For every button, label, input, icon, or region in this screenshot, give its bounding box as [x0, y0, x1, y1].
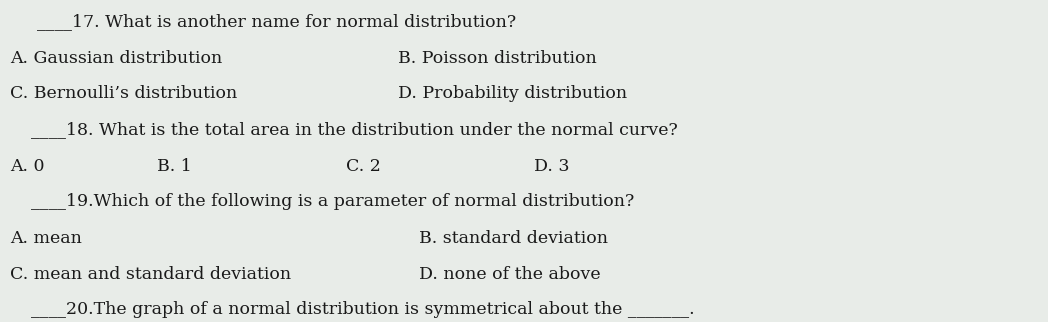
Text: ____20.The graph of a normal distribution is symmetrical about the _______.: ____20.The graph of a normal distributio… [31, 301, 695, 318]
Text: D. 3: D. 3 [534, 158, 570, 175]
Text: C. Bernoulli’s distribution: C. Bernoulli’s distribution [10, 85, 238, 102]
Text: D. Probability distribution: D. Probability distribution [398, 85, 628, 102]
Text: B. 1: B. 1 [157, 158, 192, 175]
Text: C. mean and standard deviation: C. mean and standard deviation [10, 266, 291, 283]
Text: C. 2: C. 2 [346, 158, 380, 175]
Text: A. mean: A. mean [10, 230, 83, 247]
Text: B. standard deviation: B. standard deviation [419, 230, 608, 247]
Text: ____18. What is the total area in the distribution under the normal curve?: ____18. What is the total area in the di… [31, 121, 678, 138]
Text: ____19.Which of the following is a parameter of normal distribution?: ____19.Which of the following is a param… [31, 193, 635, 210]
Text: D. none of the above: D. none of the above [419, 266, 601, 283]
Text: ____17. What is another name for normal distribution?: ____17. What is another name for normal … [37, 13, 516, 30]
Text: A. 0: A. 0 [10, 158, 45, 175]
Text: A. Gaussian distribution: A. Gaussian distribution [10, 50, 223, 67]
Text: B. Poisson distribution: B. Poisson distribution [398, 50, 597, 67]
